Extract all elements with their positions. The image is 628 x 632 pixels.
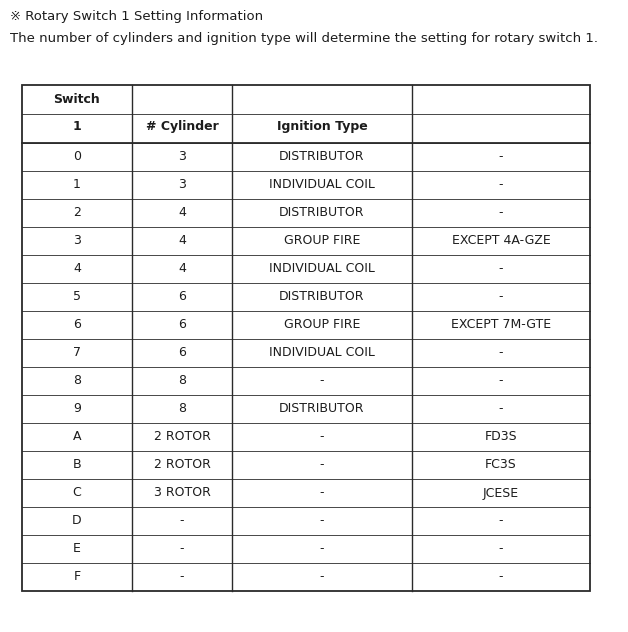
Text: 3 ROTOR: 3 ROTOR: [154, 487, 210, 499]
Text: E: E: [73, 542, 81, 556]
Text: 3: 3: [178, 150, 186, 164]
Text: 2 ROTOR: 2 ROTOR: [154, 430, 210, 444]
Text: INDIVIDUAL COIL: INDIVIDUAL COIL: [269, 346, 375, 360]
Text: JCESE: JCESE: [483, 487, 519, 499]
Text: Ignition Type: Ignition Type: [276, 120, 367, 133]
Text: EXCEPT 4A-GZE: EXCEPT 4A-GZE: [452, 234, 550, 248]
Text: D: D: [72, 514, 82, 528]
Text: -: -: [499, 571, 503, 583]
Text: C: C: [73, 487, 82, 499]
Text: -: -: [499, 375, 503, 387]
Text: INDIVIDUAL COIL: INDIVIDUAL COIL: [269, 178, 375, 191]
Text: FD3S: FD3S: [485, 430, 517, 444]
Text: -: -: [499, 403, 503, 415]
Text: INDIVIDUAL COIL: INDIVIDUAL COIL: [269, 262, 375, 276]
Text: -: -: [499, 346, 503, 360]
Text: 8: 8: [178, 403, 186, 415]
Text: -: -: [180, 542, 184, 556]
Text: -: -: [180, 571, 184, 583]
Text: 5: 5: [73, 291, 81, 303]
Text: DISTRIBUTOR: DISTRIBUTOR: [279, 150, 365, 164]
Text: 8: 8: [73, 375, 81, 387]
Text: DISTRIBUTOR: DISTRIBUTOR: [279, 207, 365, 219]
Text: F: F: [73, 571, 80, 583]
Text: 6: 6: [178, 319, 186, 332]
Text: A: A: [73, 430, 81, 444]
Text: 6: 6: [73, 319, 81, 332]
Text: 6: 6: [178, 346, 186, 360]
Text: -: -: [320, 430, 324, 444]
Text: -: -: [499, 178, 503, 191]
Text: 1: 1: [73, 120, 82, 133]
Text: -: -: [499, 514, 503, 528]
Text: 4: 4: [178, 234, 186, 248]
Text: -: -: [320, 487, 324, 499]
Text: 3: 3: [178, 178, 186, 191]
Text: The number of cylinders and ignition type will determine the setting for rotary : The number of cylinders and ignition typ…: [10, 32, 598, 45]
Text: ※ Rotary Switch 1 Setting Information: ※ Rotary Switch 1 Setting Information: [10, 10, 263, 23]
Text: 3: 3: [73, 234, 81, 248]
Text: -: -: [320, 375, 324, 387]
Text: 8: 8: [178, 375, 186, 387]
Text: 7: 7: [73, 346, 81, 360]
Text: 2: 2: [73, 207, 81, 219]
Text: DISTRIBUTOR: DISTRIBUTOR: [279, 291, 365, 303]
Text: DISTRIBUTOR: DISTRIBUTOR: [279, 403, 365, 415]
Text: GROUP FIRE: GROUP FIRE: [284, 319, 360, 332]
Text: -: -: [320, 542, 324, 556]
Text: 1: 1: [73, 178, 81, 191]
Text: -: -: [499, 542, 503, 556]
Text: GROUP FIRE: GROUP FIRE: [284, 234, 360, 248]
Text: 9: 9: [73, 403, 81, 415]
Text: Switch: Switch: [53, 93, 100, 106]
Text: 2 ROTOR: 2 ROTOR: [154, 458, 210, 471]
Text: 4: 4: [178, 207, 186, 219]
Text: FC3S: FC3S: [485, 458, 517, 471]
Text: -: -: [180, 514, 184, 528]
Text: 4: 4: [73, 262, 81, 276]
Text: -: -: [499, 291, 503, 303]
Text: -: -: [499, 207, 503, 219]
Text: -: -: [320, 514, 324, 528]
Text: -: -: [499, 262, 503, 276]
Bar: [22, 85, 590, 591]
Text: 4: 4: [178, 262, 186, 276]
Text: EXCEPT 7M-GTE: EXCEPT 7M-GTE: [451, 319, 551, 332]
Text: -: -: [499, 150, 503, 164]
Text: B: B: [73, 458, 81, 471]
Text: 0: 0: [73, 150, 81, 164]
Text: # Cylinder: # Cylinder: [146, 120, 219, 133]
Text: 6: 6: [178, 291, 186, 303]
Text: -: -: [320, 458, 324, 471]
Text: -: -: [320, 571, 324, 583]
